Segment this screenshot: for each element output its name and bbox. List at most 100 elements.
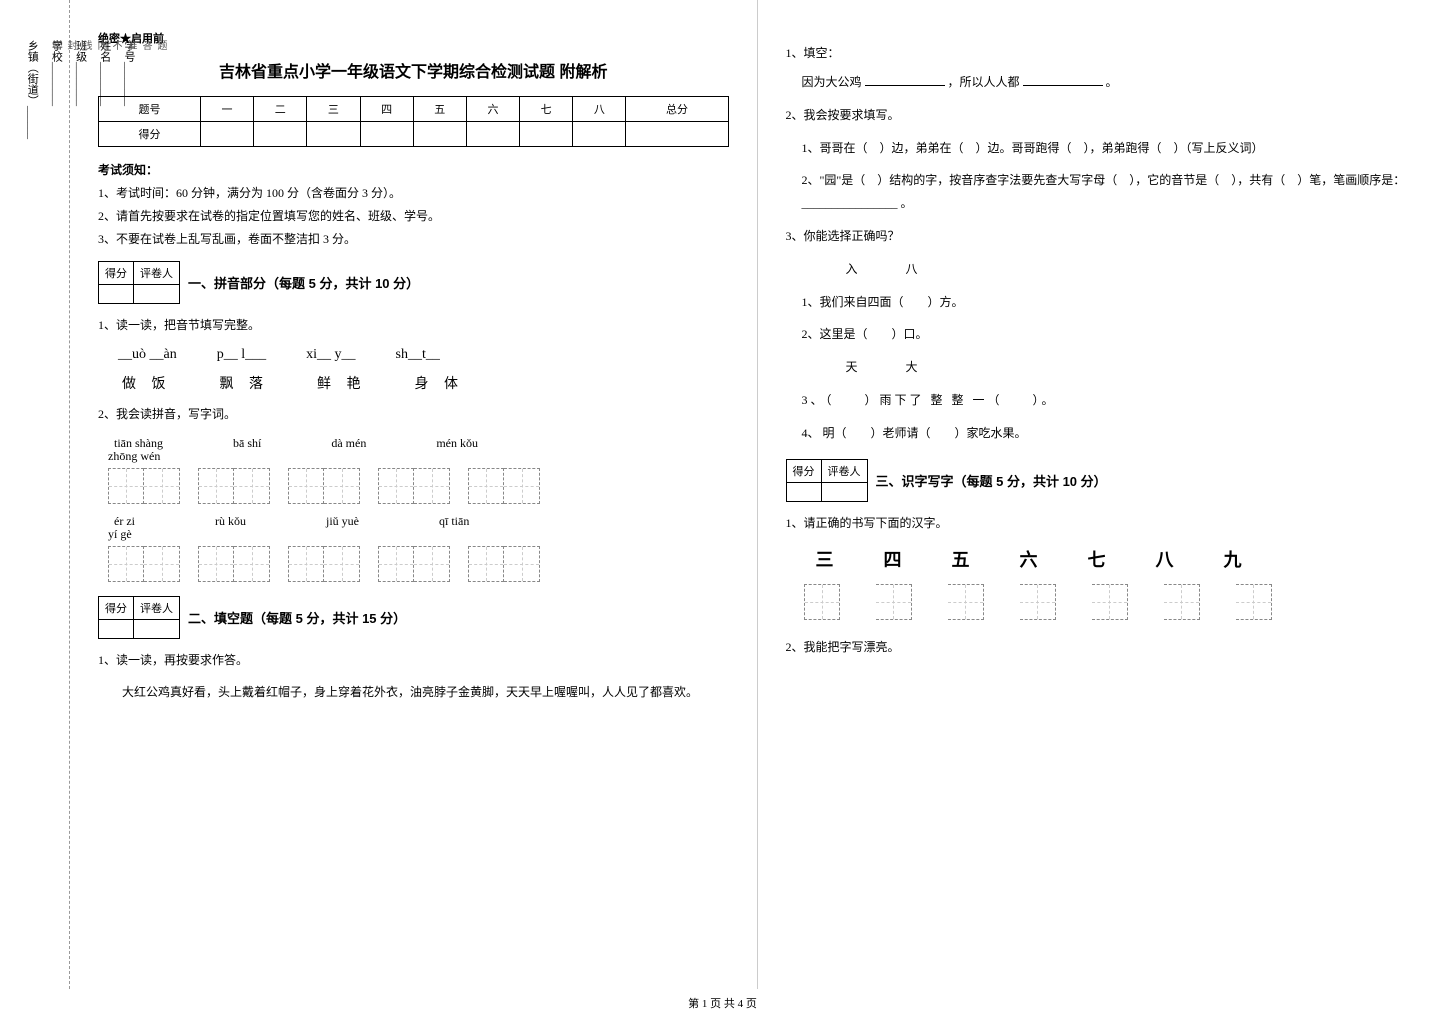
page-footer: 第 1 页 共 4 页 [0, 995, 1445, 1011]
score-box-row: 得分 评卷人 一、拼音部分（每题 5 分，共计 10 分） [98, 261, 729, 304]
score-box-row3: 得分 评卷人 三、识字写字（每题 5 分，共计 10 分） [786, 459, 1418, 502]
s1-q1-hanzi: 做 饭 飘 落 鲜 艳 身 体 [98, 373, 729, 393]
binding-strip: 学号________ 姓名________ 班级________ 学校_____… [0, 0, 70, 989]
binding-s: 封 [63, 40, 78, 940]
score-h: 七 [520, 97, 573, 122]
score-box-b: 评卷人 [821, 459, 867, 482]
blank [865, 74, 945, 86]
notice-item: 2、请首先按要求在试卷的指定位置填写您的姓名、班级、学号。 [98, 207, 729, 224]
score-box-row2: 得分 评卷人 二、填空题（每题 5 分，共计 15 分） [98, 596, 729, 639]
s1-q2: 2、我会读拼音，写字词。 [98, 403, 729, 426]
s2-q2: 2、我会按要求填写。 [786, 104, 1418, 127]
hanzi-demo-row: 三 四 五 六 七 八 九 [786, 546, 1418, 572]
demo-hanzi: 四 [884, 546, 902, 572]
demo-hanzi: 三 [816, 546, 834, 572]
pinyin-lbl: jiǔ yuè [326, 514, 359, 529]
notice-heading: 考试须知： [98, 161, 729, 178]
s2-q1-text: 大红公鸡真好看，头上戴着红帽子，身上穿着花外衣，油亮脖子金黄脚，天天早上喔喔叫，… [98, 681, 729, 704]
section2-title: 二、填空题（每题 5 分，共计 15 分） [188, 608, 406, 627]
binding-s: 内 [93, 40, 108, 940]
tian-cell [198, 546, 234, 582]
s1-q1: 1、读一读，把音节填写完整。 [98, 314, 729, 337]
fill-mid: ，所以人人都 [948, 75, 1020, 89]
section1-title: 一、拼音部分（每题 5 分，共计 10 分） [188, 273, 419, 292]
tian-cell [1092, 584, 1128, 620]
score-header-row: 题号 一 二 三 四 五 六 七 八 总分 [99, 97, 729, 122]
right-column: 1、填空： 因为大公鸡 ，所以人人都 。 2、我会按要求填写。 1、哥哥在（ ）… [758, 0, 1445, 989]
binding-s: 密 [48, 40, 63, 940]
hanzi-item: 飘 落 [220, 373, 270, 393]
tian-cell [468, 546, 504, 582]
s2-q1: 1、读一读，再按要求作答。 [98, 649, 729, 672]
tian-cell [324, 546, 360, 582]
tian-cell [948, 584, 984, 620]
tian-cell [234, 546, 270, 582]
tian-cell [288, 546, 324, 582]
pinyin-lbl: mén kǒu [436, 436, 478, 451]
pinyin-item: xi__ y__ [306, 347, 355, 363]
notice-item: 1、考试时间：60 分钟，满分为 100 分（含卷面分 3 分）。 [98, 184, 729, 201]
tian-row [98, 468, 729, 504]
s2-q1-fill-a: 1、填空： [786, 44, 1418, 61]
demo-hanzi: 九 [1224, 546, 1242, 572]
notice-list: 1、考试时间：60 分钟，满分为 100 分（含卷面分 3 分）。 2、请首先按… [98, 184, 729, 247]
s3-q2: 2、我能把字写漂亮。 [786, 636, 1418, 659]
pinyin-item: sh__t__ [396, 347, 440, 363]
confidential-label: 绝密★启用前 [98, 30, 729, 46]
section3-title: 三、识字写字（每题 5 分，共计 10 分） [876, 471, 1107, 490]
tian-cell [1236, 584, 1272, 620]
tian-row [98, 546, 729, 582]
fill-prefix: 因为大公鸡 [802, 75, 862, 89]
left-column: 绝密★启用前 吉林省重点小学一年级语文下学期综合检测试题 附解析 题号 一 二 … [70, 0, 758, 989]
s2-q3-2: 2、这里是（ ）口。 [786, 323, 1418, 346]
score-h: 一 [200, 97, 253, 122]
s2-q3-opts2: 天 大 [786, 356, 1418, 379]
tian-cell [108, 468, 144, 504]
tian-cell [108, 546, 144, 582]
s2-q3-opts1: 入 八 [786, 258, 1418, 281]
blank [1023, 74, 1103, 86]
pinyin-lbl: yí gè [98, 527, 729, 542]
tian-cell [876, 584, 912, 620]
tian-cell [504, 546, 540, 582]
score-h: 二 [254, 97, 307, 122]
tian-cell [414, 546, 450, 582]
demo-hanzi: 五 [952, 546, 970, 572]
tian-cell [468, 468, 504, 504]
demo-hanzi: 七 [1088, 546, 1106, 572]
tian-cell [378, 468, 414, 504]
pinyin-lbl: rù kǒu [215, 514, 246, 529]
tian-cell [414, 468, 450, 504]
tian-cell [144, 468, 180, 504]
tian-cell [504, 468, 540, 504]
pinyin-item: p__ l___ [217, 347, 266, 363]
s3-q1: 1、请正确的书写下面的汉字。 [786, 512, 1418, 535]
hanzi-item: 身 体 [415, 373, 465, 393]
tian-cell [288, 468, 324, 504]
tian-cell [234, 468, 270, 504]
s2-q3-1: 1、我们来自四面（ ）方。 [786, 291, 1418, 314]
tian-cell [324, 468, 360, 504]
score-box: 得分 评卷人 [786, 459, 868, 502]
hanzi-item: 鲜 艳 [317, 373, 367, 393]
s2-q3: 3、你能选择正确吗？ [786, 225, 1418, 248]
binding-label: 乡镇（街道）______ [20, 40, 44, 940]
s2-q3-4: 4、 明（ ）老师请（ ）家吃水果。 [786, 422, 1418, 445]
s2-q2-2: 2、"园"是（ ）结构的字，按音序查字法要先查大写字母（ ），它的音节是（ ），… [786, 169, 1418, 215]
score-h: 六 [466, 97, 519, 122]
tian-cell [378, 546, 414, 582]
score-h: 四 [360, 97, 413, 122]
score-h: 三 [307, 97, 360, 122]
demo-hanzi: 六 [1020, 546, 1038, 572]
score-h: 八 [573, 97, 626, 122]
notice-item: 3、不要在试卷上乱写乱画，卷面不整洁扣 3 分。 [98, 230, 729, 247]
score-box-a: 得分 [786, 459, 821, 482]
s1-q1-pinyin: __uò __àn p__ l___ xi__ y__ sh__t__ [98, 347, 729, 363]
score-table: 题号 一 二 三 四 五 六 七 八 总分 得分 [98, 96, 729, 147]
pinyin-lbl: zhōng wén [98, 449, 729, 464]
pinyin-lbl: dà mén [331, 436, 366, 451]
tian-cell [1020, 584, 1056, 620]
s2-q3-3: 3、（ ）雨下了 整 整 一（ ）。 [786, 389, 1418, 412]
score-h: 五 [413, 97, 466, 122]
page-title: 吉林省重点小学一年级语文下学期综合检测试题 附解析 [98, 58, 729, 82]
